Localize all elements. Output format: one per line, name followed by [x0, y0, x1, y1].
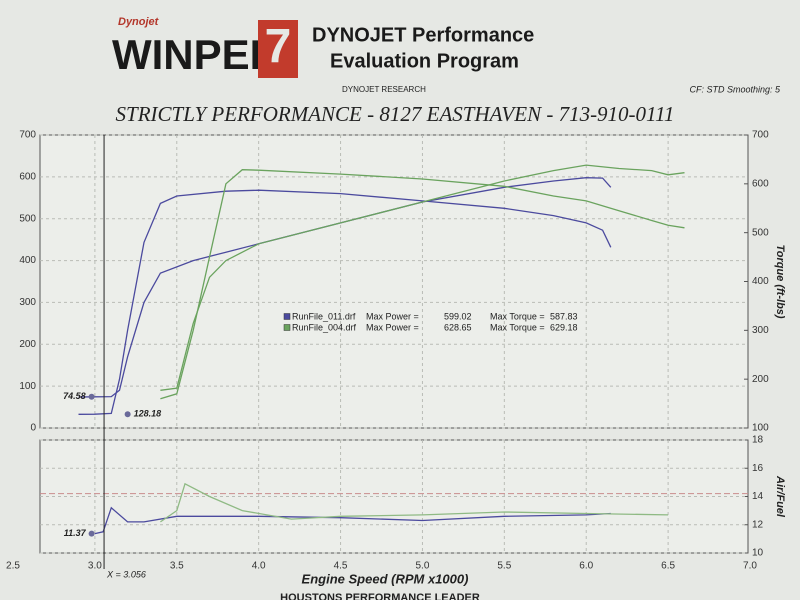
y2-tick-label: 12 — [752, 519, 764, 530]
y-tick-label: 100 — [19, 381, 36, 392]
company: DYNOJET RESEARCH — [342, 85, 426, 94]
legend-power-label: Max Power = — [366, 322, 419, 332]
y-tick-label: 600 — [19, 171, 36, 182]
logo-number: 7 — [265, 21, 292, 74]
x-tick-label: 2.5 — [6, 561, 20, 572]
marker — [124, 411, 131, 418]
y2-tick-label: 700 — [752, 130, 769, 141]
y2-tick-label: 16 — [752, 463, 764, 474]
marker — [88, 530, 95, 537]
y2-tick-label: 200 — [752, 374, 769, 385]
footer: HOUSTONS PERFORMANCE LEADER — [280, 592, 480, 600]
legend-torque: 587.83 — [550, 311, 578, 321]
legend-power: 628.65 — [444, 322, 472, 332]
y-tick-label: 300 — [19, 297, 36, 308]
y-tick-label: 500 — [19, 213, 36, 224]
legend-swatch — [283, 313, 291, 320]
series-line — [160, 169, 685, 400]
legend-torque: 629.18 — [550, 322, 578, 332]
y2-tick-label: 100 — [752, 423, 769, 434]
y-tick-label: 0 — [30, 423, 36, 434]
y2-tick-label: 10 — [752, 548, 764, 559]
x-tick-label: 3.0 — [88, 561, 102, 572]
logo-box — [258, 20, 298, 78]
cursor-label: X = 3.056 — [106, 569, 146, 579]
legend-name: RunFile_004.drf — [292, 322, 357, 332]
series-line — [78, 189, 612, 415]
legend-power-label: Max Power = — [366, 311, 419, 321]
x-tick-label: 5.0 — [415, 561, 429, 572]
marker-label: 128.18 — [134, 409, 162, 419]
x-tick-label: 6.0 — [579, 561, 593, 572]
logo-small: Dynojet — [118, 16, 160, 28]
y2-axis-label: Air/Fuel — [774, 475, 786, 518]
marker-label: 74.58 — [63, 391, 86, 401]
series-line — [160, 482, 669, 523]
y2-tick-label: 300 — [752, 325, 769, 336]
y2-tick-label: 14 — [752, 491, 764, 502]
x-tick-label: 7.0 — [743, 561, 757, 572]
x-tick-label: 3.5 — [170, 561, 184, 572]
marker — [88, 393, 95, 400]
x-tick-label: 5.5 — [497, 561, 511, 572]
top-plot-frame — [39, 134, 749, 429]
legend-torque-label: Max Torque = — [490, 322, 545, 332]
legend-name: RunFile_011.drf — [292, 311, 356, 321]
marker-label: 11.37 — [64, 528, 87, 538]
series-line — [160, 164, 685, 391]
series-line — [94, 506, 611, 535]
x-tick-label: 4.0 — [252, 561, 266, 572]
shop-title: STRICTLY PERFORMANCE - 8127 EASTHAVEN - … — [116, 102, 675, 126]
legend-torque-label: Max Torque = — [490, 311, 545, 321]
y-tick-label: 200 — [19, 339, 36, 350]
y-tick-label: 400 — [19, 255, 36, 266]
legend-power: 599.02 — [444, 311, 472, 321]
x-tick-label: 6.5 — [661, 561, 675, 572]
title-line1: DYNOJET Performance — [312, 24, 534, 46]
logo: WINPEP — [112, 31, 278, 78]
x-axis-label: Engine Speed (RPM x1000) — [302, 571, 469, 586]
y-tick-label: 700 — [19, 130, 36, 141]
y2-axis-label: Torque (ft-lbs) — [774, 244, 786, 318]
y2-tick-label: 18 — [752, 435, 764, 446]
settings: CF: STD Smoothing: 5 — [689, 84, 781, 94]
y2-tick-label: 600 — [752, 178, 769, 189]
legend-swatch — [283, 324, 291, 331]
title-line2: Evaluation Program — [330, 50, 519, 72]
y2-tick-label: 400 — [752, 276, 769, 287]
y2-tick-label: 500 — [752, 227, 769, 238]
x-tick-label: 4.5 — [334, 561, 348, 572]
